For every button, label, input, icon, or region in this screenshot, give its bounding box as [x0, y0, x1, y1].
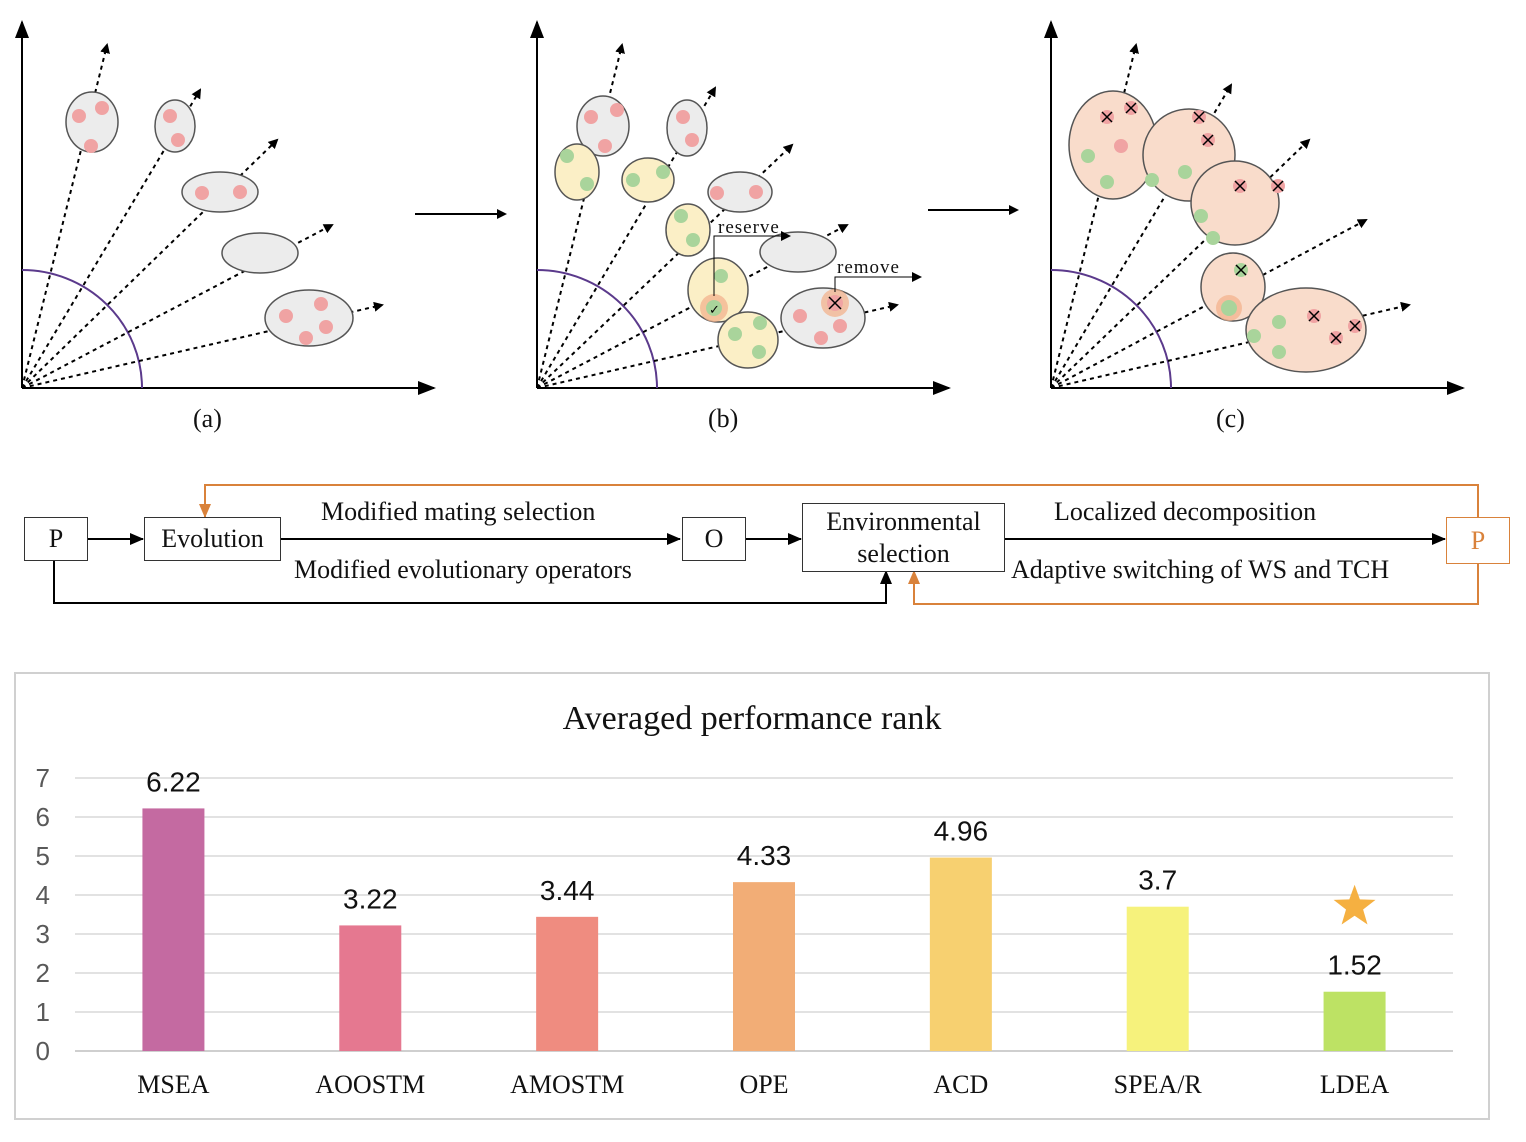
panel-b: ✓ [530, 20, 951, 395]
decomposition-diagrams: ✓ [15, 20, 1465, 395]
flow-connectors [53, 484, 1479, 605]
caption-c: (c) [1216, 404, 1245, 433]
reserve-label: reserve [718, 217, 780, 238]
panel-c [1044, 20, 1465, 395]
environmental-selection-box: Environmental selection [802, 503, 1005, 572]
arrow-p-bypass [53, 557, 892, 604]
env-line-2: selection [857, 538, 950, 568]
chart-title: Averaged performance rank [562, 700, 942, 737]
population-result-box: P [1446, 517, 1510, 564]
panel-a [15, 20, 436, 395]
svg-text:✓: ✓ [709, 302, 720, 317]
evolutionary-operators-label: Modified evolutionary operators [294, 555, 632, 584]
env-line-1: Environmental [826, 506, 981, 536]
chart-panel: Averaged performance rank [14, 672, 1490, 1120]
population-box: P [24, 517, 88, 561]
offspring-box: O [682, 517, 746, 561]
caption-a: (a) [193, 404, 222, 433]
evolution-box: Evolution [144, 517, 281, 561]
mating-selection-label: Modified mating selection [321, 497, 596, 526]
arrow-feedback-top [199, 484, 1479, 522]
adaptive-switching-label: Adaptive switching of WS and TCH [1011, 555, 1390, 584]
remove-label: remove [837, 257, 900, 278]
arrow-feedback-bottom [908, 560, 1479, 605]
caption-b: (b) [708, 404, 739, 433]
localized-decomposition-label: Localized decomposition [1054, 497, 1317, 526]
